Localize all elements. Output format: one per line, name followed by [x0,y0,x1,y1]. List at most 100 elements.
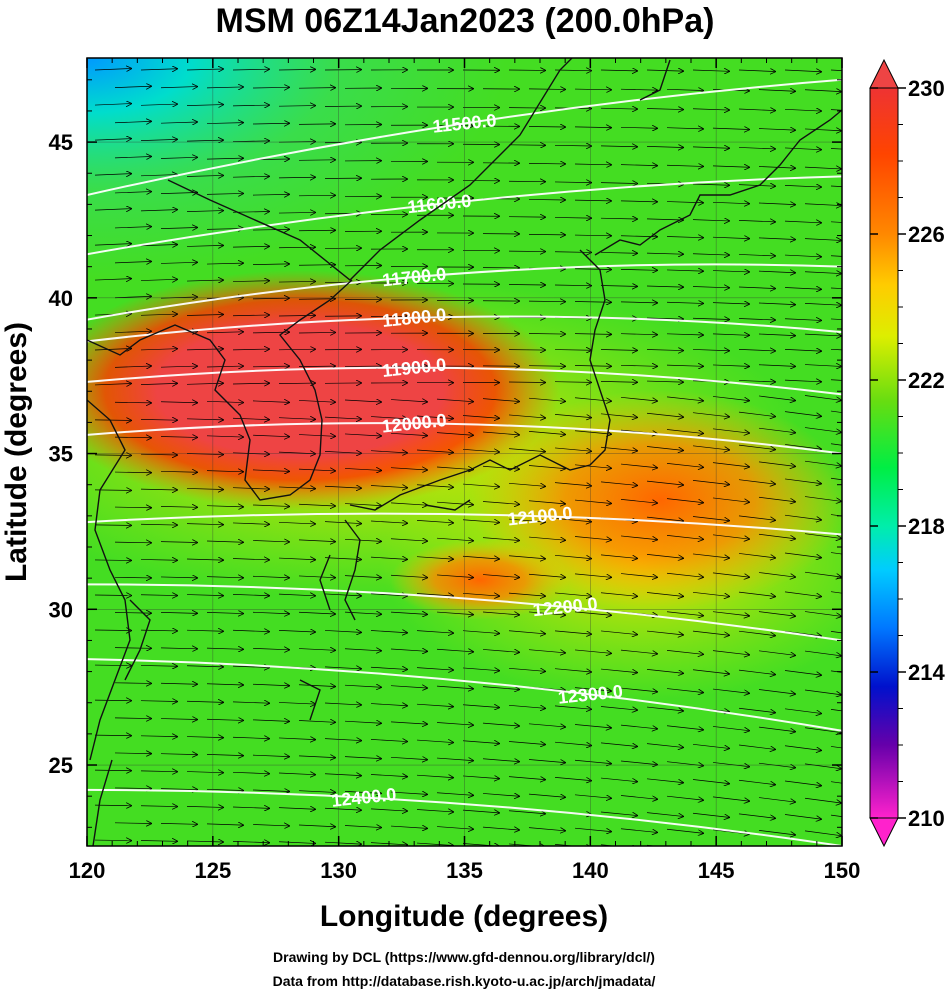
wind-arrow [692,480,729,484]
wind-arrow [830,148,842,150]
wind-arrow [436,575,473,578]
wind-arrow [186,595,223,596]
wind-arrow [140,701,177,702]
wind-arrow [186,211,223,212]
wind-arrow [600,446,637,451]
wind-arrow [508,415,545,418]
wind-arrow [140,210,177,211]
wind-arrow [140,139,177,140]
wind-arrow [115,858,151,859]
wind-arrow [620,760,657,765]
wind-arrow [528,89,565,90]
wind-arrow [298,332,335,333]
wind-arrow [186,524,223,525]
wind-arrow [758,334,795,336]
wind-arrow [482,575,519,578]
wind-arrow [94,490,131,491]
wind-arrow [252,194,289,195]
wind-arrow [758,90,795,92]
wind-arrow [574,611,611,615]
wind-arrow [390,722,427,724]
wind-arrow [804,611,841,617]
wind-arrow [252,470,289,471]
wind-arrow [784,670,821,675]
wind-arrow [692,349,729,350]
wind-arrow [114,227,151,228]
wind-arrow [278,315,315,316]
wind-arrow [528,199,565,200]
wind-arrow [620,724,657,729]
wind-arrow [140,806,177,807]
wind-arrow [528,163,565,164]
wind-arrow [298,825,335,827]
wind-arrow [738,70,775,72]
wind-arrow [160,542,197,543]
wind-arrow [574,334,611,335]
wind-arrow [600,183,637,184]
wind-arrow [784,221,821,223]
wind-arrow [140,314,177,315]
wind-arrow [574,200,611,201]
wind-arrow [738,479,775,484]
wind-arrow [114,472,151,473]
wind-arrow [298,265,335,266]
wind-arrow [140,245,177,246]
wind-arrow [94,840,131,841]
wind-arrow [600,777,637,782]
wind-arrow [600,218,637,219]
credit-drawing: Drawing by DCL (https://www.gfd-dennou.o… [273,949,655,965]
wind-arrow [692,553,729,558]
wind-arrow [574,164,611,165]
wind-arrow [554,554,591,558]
wind-arrow [646,516,683,521]
wind-arrow [160,612,197,613]
wind-arrow [738,411,775,416]
wind-arrow [554,777,591,780]
wind-arrow [758,238,795,240]
wind-arrow [324,522,361,524]
wind-arrow [94,805,131,806]
wind-arrow [554,447,591,451]
wind-arrow [712,726,749,730]
wind-arrow [298,540,335,542]
wind-arrow [252,123,289,124]
wind-arrow [114,683,151,684]
wind-arrow [600,592,637,597]
wind-arrow [482,538,519,541]
wind-arrow [344,649,381,651]
contour-line [87,422,842,455]
wind-arrow [344,576,381,578]
wind-arrow [160,366,197,367]
wind-arrow [692,220,729,221]
wind-arrow [232,383,269,384]
wind-arrow [324,842,361,844]
contour-line [87,263,842,321]
wind-arrow [712,829,749,834]
wind-arrow [508,705,545,708]
colorbar-bottom-triangle [869,817,899,848]
wind-arrow [324,451,361,453]
wind-arrow [508,811,545,814]
wind-arrow [758,461,795,467]
wind-arrow [574,724,611,727]
colorbar-tick-label: 230 [908,76,945,101]
wind-arrow [160,157,197,158]
wind-arrow [831,847,867,852]
wind-arrow [390,686,427,688]
contour-line [87,788,842,846]
wind-arrow [738,707,775,712]
wind-arrow [278,487,315,489]
wind-arrow [160,506,197,507]
wind-arrow [344,685,381,687]
wind-arrow [508,483,545,486]
wind-arrow [692,669,729,674]
wind-arrow [738,287,775,289]
wind-arrow [298,685,335,687]
wind-arrow [646,219,683,220]
wind-arrow [94,174,131,175]
wind-arrow [416,809,453,811]
wind-arrow [298,195,335,196]
wind-arrow [600,481,637,486]
wind-arrow [804,689,841,695]
wind-arrow [784,411,821,417]
